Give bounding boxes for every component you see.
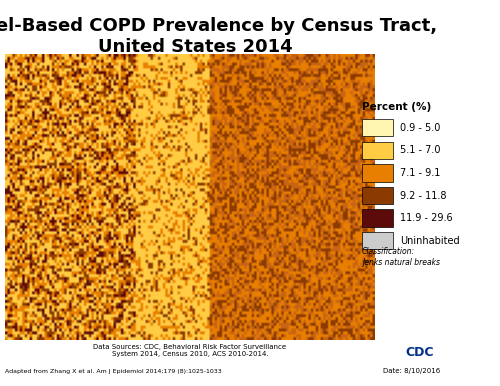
Text: Model-Based COPD Prevalence by Census Tract,
United States 2014: Model-Based COPD Prevalence by Census Tr…: [0, 17, 437, 56]
Text: Date: 8/10/2016: Date: 8/10/2016: [383, 368, 440, 374]
Text: Percent (%): Percent (%): [362, 102, 431, 112]
FancyBboxPatch shape: [362, 164, 393, 182]
Text: Adapted from Zhang X et al. Am J Epidemiol 2014;179 (8):1025-1033: Adapted from Zhang X et al. Am J Epidemi…: [5, 369, 222, 374]
FancyBboxPatch shape: [362, 187, 393, 204]
FancyBboxPatch shape: [362, 232, 393, 249]
Text: 11.9 - 29.6: 11.9 - 29.6: [400, 213, 452, 223]
FancyBboxPatch shape: [362, 209, 393, 227]
Text: Data Sources: CDC, Behavioral Risk Factor Surveillance
System 2014, Census 2010,: Data Sources: CDC, Behavioral Risk Facto…: [94, 344, 286, 357]
Text: 7.1 - 9.1: 7.1 - 9.1: [400, 168, 440, 178]
Text: Classification:
Jenks natural breaks: Classification: Jenks natural breaks: [362, 247, 440, 267]
FancyBboxPatch shape: [362, 142, 393, 159]
Text: Uninhabited: Uninhabited: [400, 236, 460, 245]
FancyBboxPatch shape: [362, 119, 393, 137]
Text: 5.1 - 7.0: 5.1 - 7.0: [400, 146, 440, 155]
Text: CDC: CDC: [406, 346, 434, 359]
Text: 9.2 - 11.8: 9.2 - 11.8: [400, 191, 446, 200]
Text: 0.9 - 5.0: 0.9 - 5.0: [400, 123, 440, 133]
